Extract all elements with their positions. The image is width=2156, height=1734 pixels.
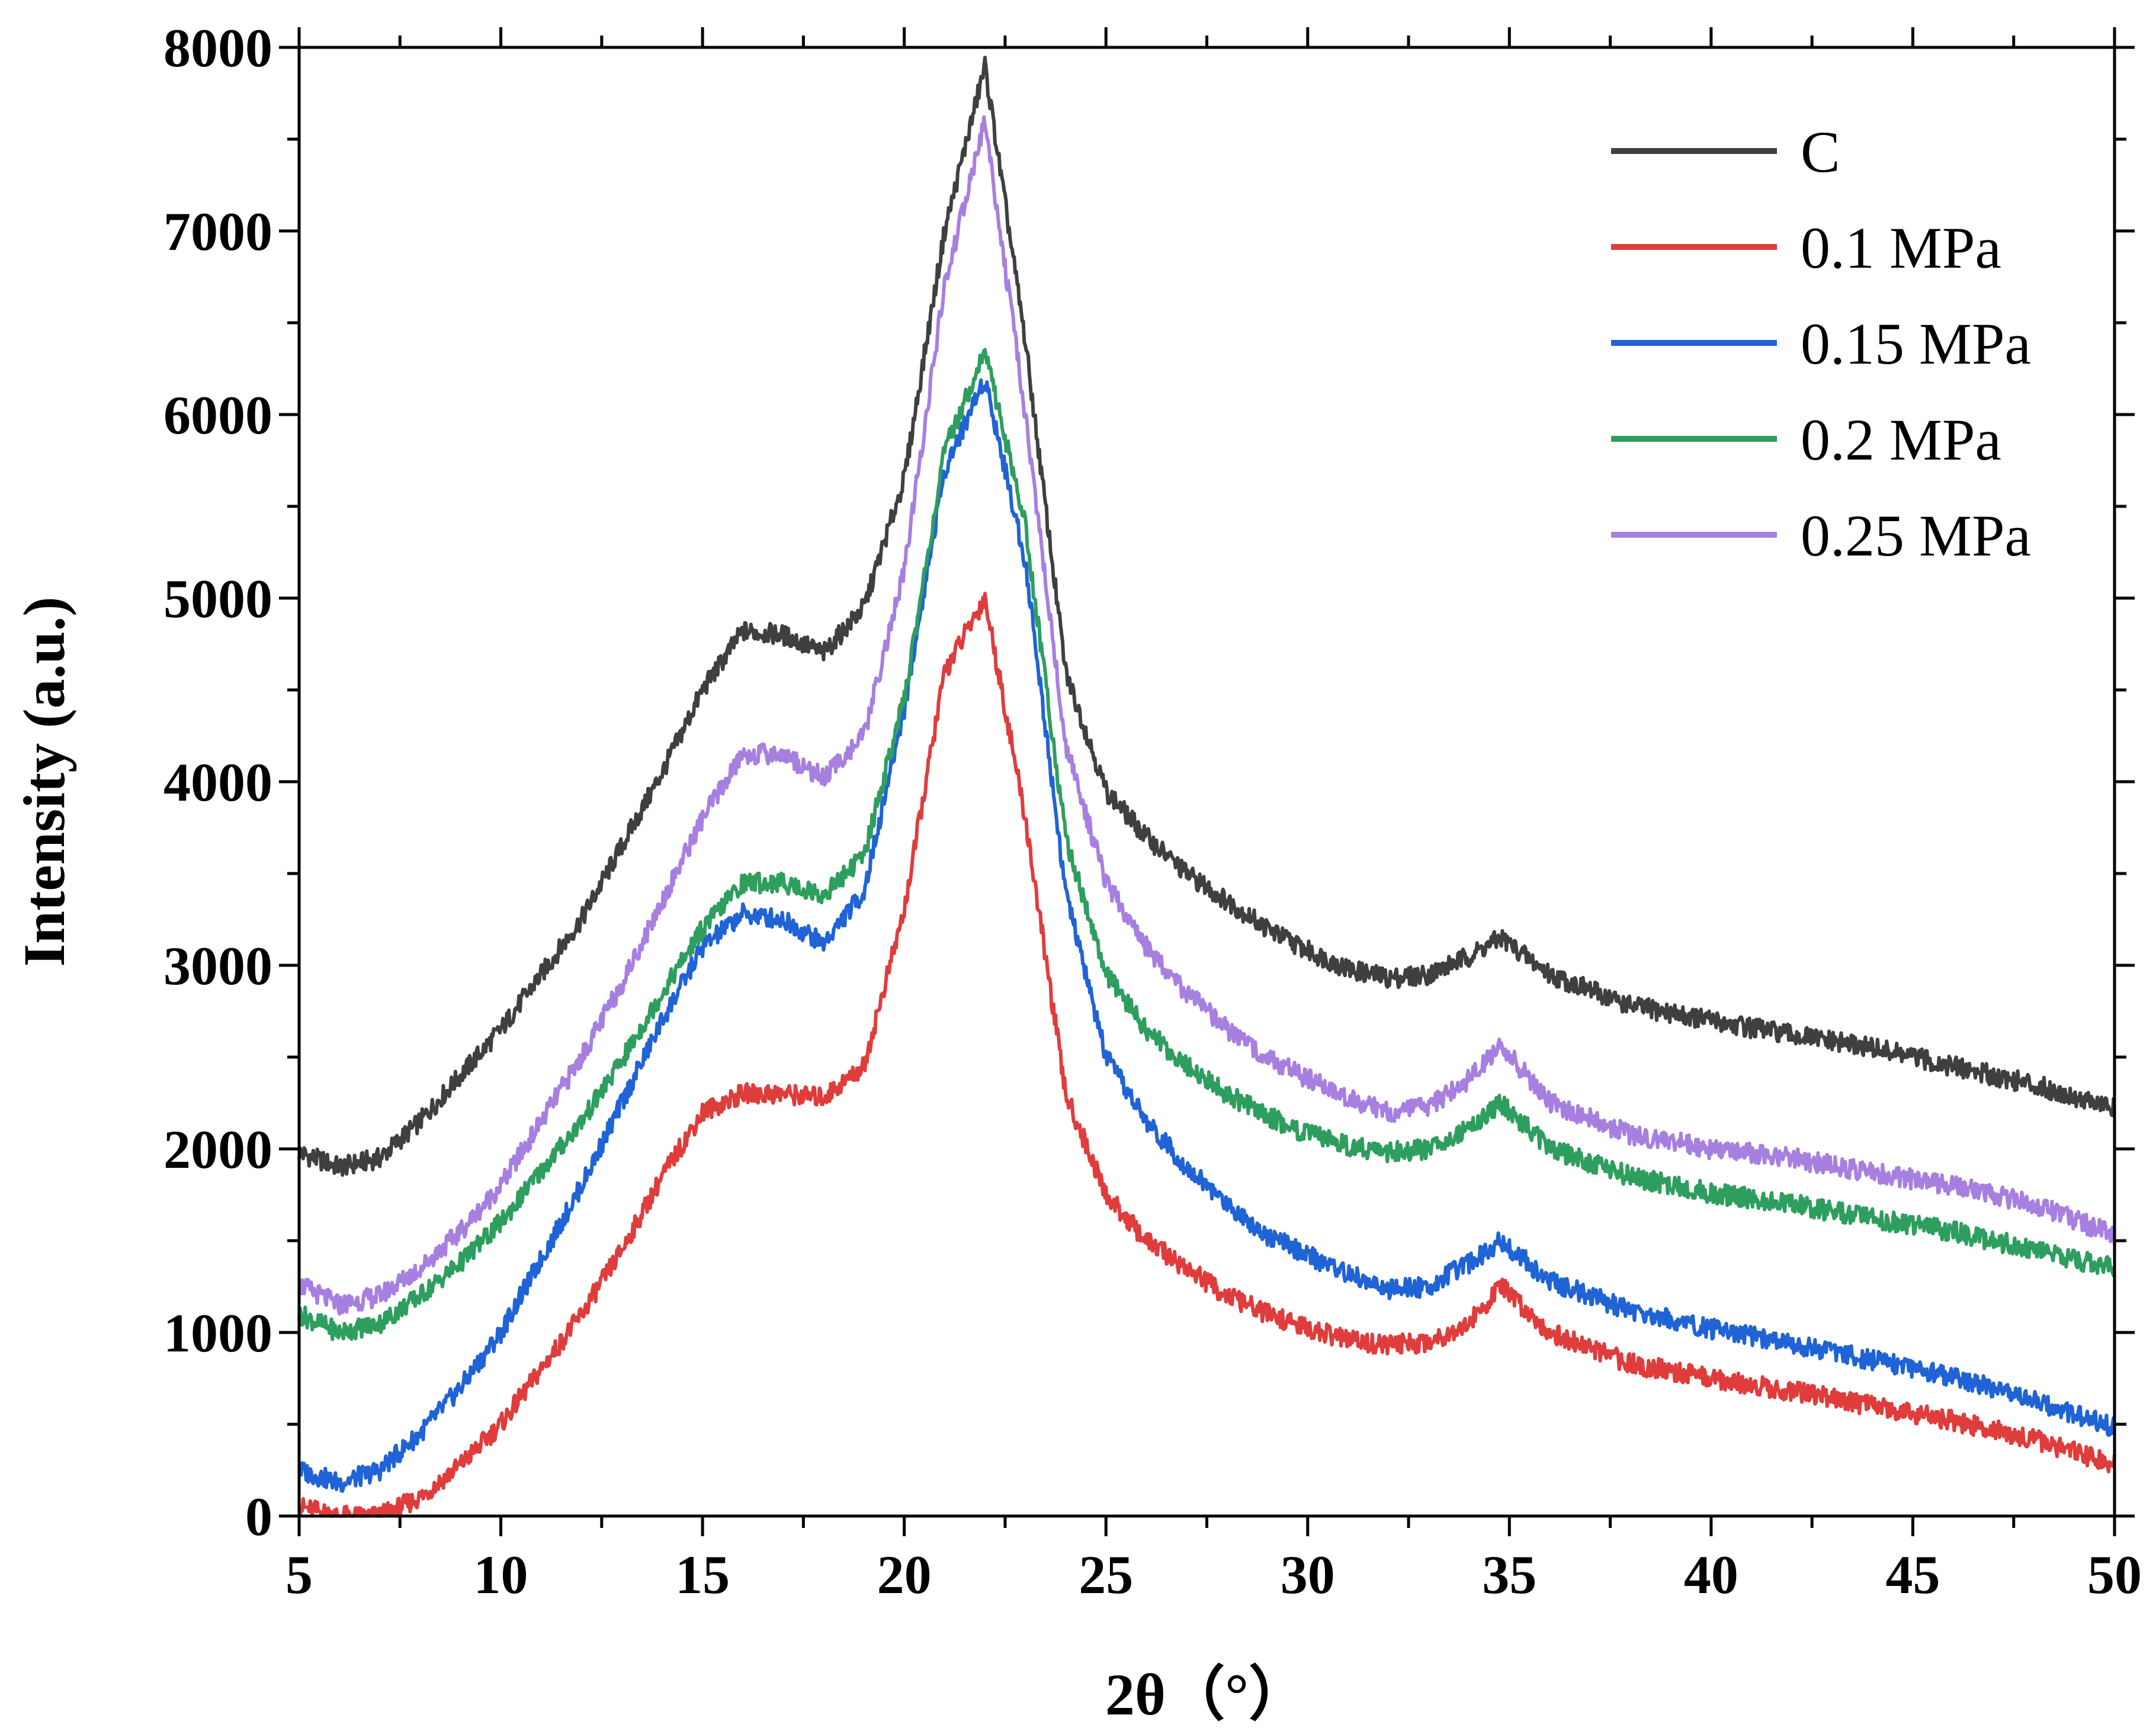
- y-tick-label: 1000: [163, 1303, 272, 1363]
- series-line-2: [297, 378, 2116, 1493]
- y-tick-label: 5000: [163, 569, 272, 629]
- series-line-1: [298, 592, 2116, 1518]
- x-tick-label: 20: [877, 1544, 932, 1605]
- legend-label-4: 0.25 MPa: [1801, 503, 2031, 569]
- x-tick-labels: 5 10 15 20 25 30 35 40 45 50: [285, 1544, 2142, 1605]
- x-tick-label: 5: [285, 1544, 313, 1605]
- series-line-3: [297, 348, 2116, 1341]
- series-line-4: [297, 115, 2116, 1316]
- legend-label-0: C: [1801, 119, 1840, 185]
- legend-label-3: 0.2 MPa: [1801, 407, 2001, 473]
- x-tick-label: 25: [1079, 1544, 1133, 1605]
- y-tick-labels: 0 1000 2000 3000 4000 5000 6000 7000 8000: [163, 18, 272, 1547]
- legend-label-2: 0.15 MPa: [1801, 311, 2031, 377]
- y-tick-label: 7000: [163, 201, 272, 262]
- y-tick-label: 4000: [163, 752, 272, 813]
- y-tick-label: 3000: [163, 936, 272, 996]
- x-tick-label: 15: [675, 1544, 730, 1605]
- x-tick-label: 10: [474, 1544, 528, 1605]
- y-tick-label: 0: [245, 1486, 272, 1547]
- x-tick-label: 45: [1885, 1544, 1940, 1605]
- y-tick-label: 8000: [163, 18, 272, 78]
- x-tick-label: 35: [1482, 1544, 1536, 1605]
- axis-ticks: [279, 27, 2135, 1536]
- legend-label-1: 0.1 MPa: [1801, 215, 2001, 281]
- y-tick-label: 6000: [163, 385, 272, 445]
- y-axis-title: Intensity (a.u.): [11, 596, 77, 966]
- x-tick-label: 50: [2087, 1544, 2142, 1605]
- series-line-0: [297, 56, 2116, 1177]
- y-tick-label: 2000: [163, 1119, 272, 1180]
- legend: C 0.1 MPa 0.15 MPa 0.2 MPa 0.25 MPa: [1611, 119, 2031, 569]
- series-lines: [297, 56, 2116, 1518]
- x-tick-label: 40: [1684, 1544, 1738, 1605]
- x-axis-title: 2θ（°）: [1105, 1662, 1308, 1727]
- x-tick-label: 30: [1281, 1544, 1335, 1605]
